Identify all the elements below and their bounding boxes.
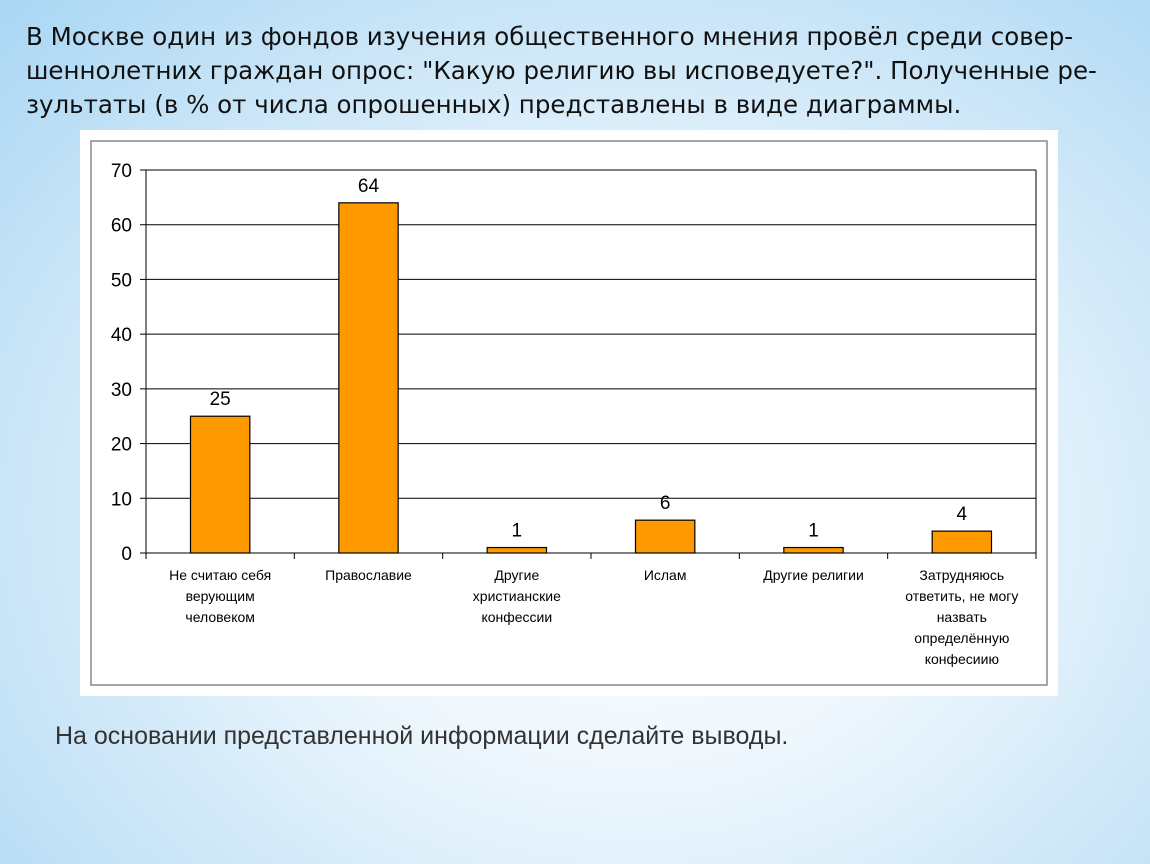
task-text-line-3: зультаты (в % от числа опрошенных) предс… <box>26 90 962 119</box>
x-category-label: Православие <box>325 567 412 583</box>
y-tick-label: 60 <box>111 216 132 237</box>
data-label: 1 <box>808 521 819 542</box>
x-category-label: Другие религии <box>763 567 864 583</box>
chart-border <box>90 140 1048 686</box>
y-tick-label: 40 <box>111 325 132 346</box>
x-category-label: Другие христианские конфессии <box>473 567 561 625</box>
y-tick-label: 70 <box>111 161 132 182</box>
task-text-line-1: В Москве один из фондов изучения обществ… <box>26 22 1074 51</box>
x-category-label: Не считаю себя верующим человеком <box>169 567 271 625</box>
bar <box>931 530 993 554</box>
data-label: 25 <box>210 389 231 410</box>
bar-chart: 0 10 20 30 40 50 60 70 25 Не считаю себя верующим ч… <box>90 140 1048 686</box>
data-label: 6 <box>660 493 671 514</box>
data-label: 4 <box>957 504 968 525</box>
y-tick-label: 20 <box>111 435 132 456</box>
bar <box>338 202 399 554</box>
chart-frame: 0 10 20 30 40 50 60 70 25 Не считаю себя верующим ч… <box>80 130 1058 696</box>
conclusion-prompt: На основании представленной информации с… <box>55 722 789 750</box>
task-text: В Москве один из фондов изучения обществ… <box>26 20 1121 122</box>
data-label: 1 <box>512 521 523 542</box>
y-tick-label: 10 <box>111 489 132 510</box>
bar <box>486 546 548 554</box>
task-text-line-2: шеннолетних граждан опрос: "Какую религи… <box>26 56 1097 85</box>
y-tick-label: 30 <box>111 380 132 401</box>
data-label: 64 <box>358 176 380 197</box>
y-tick-label: 50 <box>111 270 132 291</box>
bar <box>634 519 696 554</box>
bar <box>783 546 844 554</box>
x-category-label: Затрудняюсь ответить, не могу назвать опред… <box>905 567 1018 667</box>
bar <box>189 415 251 554</box>
y-tick-label: 0 <box>121 544 132 565</box>
x-category-label: Ислам <box>644 567 687 583</box>
